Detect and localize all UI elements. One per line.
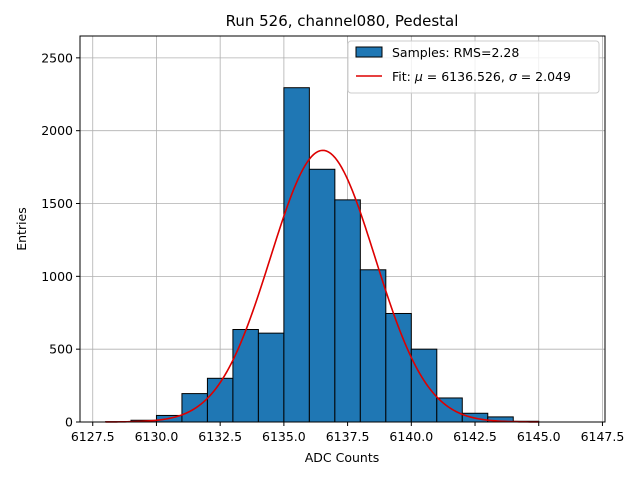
x-tick-label-8: 6147.5 [581, 429, 625, 444]
chart-title: Run 526, channel080, Pedestal [226, 12, 459, 30]
x-tick-label-7: 6145.0 [517, 429, 561, 444]
y-tick-label-1: 500 [49, 342, 73, 357]
axes [79, 35, 606, 423]
legend-samples-swatch [355, 46, 383, 58]
x-tick-label-6: 6142.5 [453, 429, 497, 444]
y-tick-label-3: 1500 [41, 196, 73, 211]
y-axis-label: Entries [14, 207, 29, 251]
legend-box [347, 40, 600, 94]
histogram-bars [104, 87, 540, 423]
y-tick-label-5: 2500 [41, 50, 73, 65]
legend: Samples: RMS=2.28 Fit: μ = 6136.526, σ =… [347, 40, 600, 94]
histogram-bar-9 [334, 199, 361, 423]
legend-fit-mu-symbol: μ [414, 69, 423, 84]
x-tick-label-5: 6140.0 [389, 429, 433, 444]
x-tick-label-0: 6127.5 [71, 429, 115, 444]
legend-fit-label: Fit: μ = 6136.526, σ = 2.049 [392, 69, 571, 84]
histogram-bar-6 [257, 332, 285, 423]
histogram-bar-5 [232, 329, 259, 423]
fit-curve-layer [105, 149, 539, 423]
legend-fit-mu-value: = 6136.526, [423, 69, 509, 84]
histogram-bar-11 [385, 312, 412, 423]
histogram-bar-10 [359, 269, 387, 423]
y-tick-label-2: 1000 [41, 269, 73, 284]
x-tick-label-2: 6132.5 [198, 429, 242, 444]
histogram-bar-8 [308, 168, 336, 423]
legend-fit-prefix: Fit: [392, 69, 415, 84]
histogram-bar-12 [410, 348, 438, 423]
x-tick-label-3: 6135.0 [262, 429, 306, 444]
histogram-bar-7 [283, 87, 310, 423]
x-tick-label-4: 6137.5 [326, 429, 370, 444]
legend-fit-sigma-symbol: σ [509, 69, 518, 84]
legend-samples-label: Samples: RMS=2.28 [392, 45, 519, 60]
x-tick-label-1: 6130.0 [135, 429, 179, 444]
y-tick-label-4: 2000 [41, 123, 73, 138]
histogram-bar-4 [206, 377, 234, 423]
gaussian-fit-curve [105, 149, 539, 423]
tick-labels: 6127.5 6130.0 6132.5 6135.0 6137.5 6140.0 6142… [41, 50, 624, 444]
plot-frame [79, 35, 606, 423]
x-axis-label: ADC Counts [305, 450, 380, 465]
legend-fit-sigma-value: = 2.049 [517, 69, 571, 84]
y-tick-label-0: 0 [65, 415, 73, 430]
